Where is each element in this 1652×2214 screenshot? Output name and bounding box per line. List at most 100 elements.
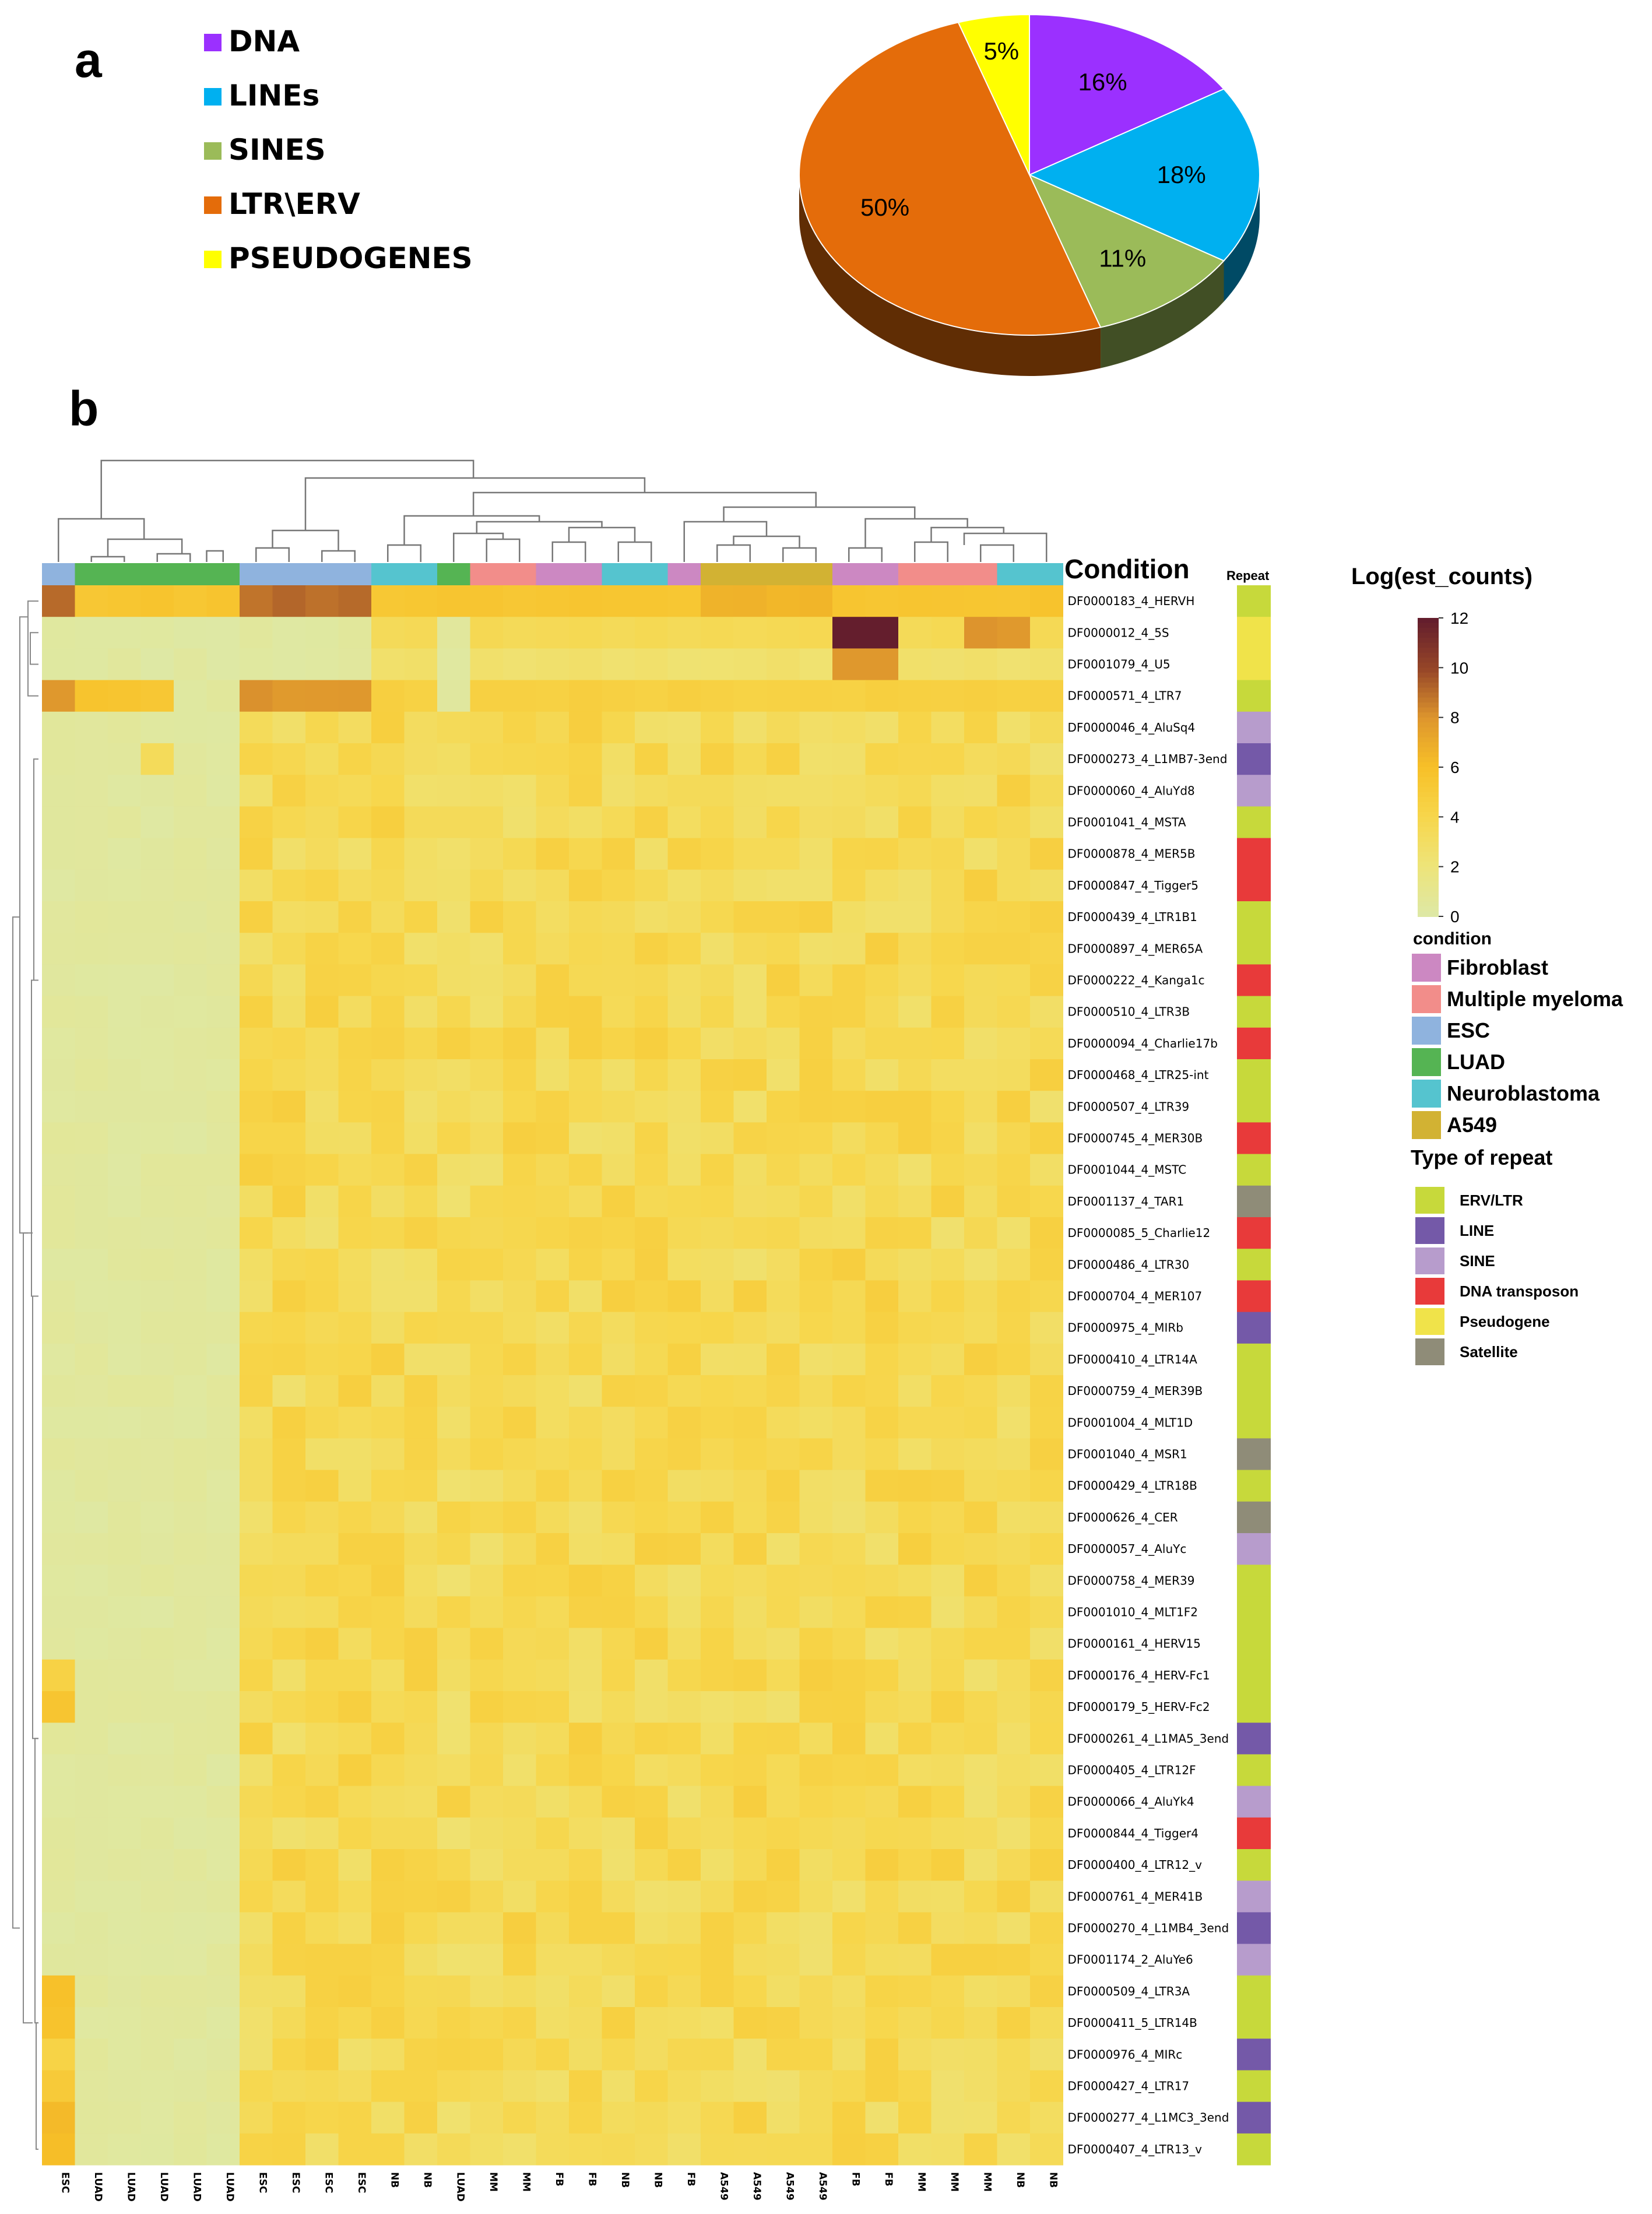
repeat-cell — [1237, 869, 1271, 902]
heatmap-cell — [1030, 1628, 1063, 1660]
repeat-cell — [1237, 1091, 1271, 1123]
heatmap-cell — [931, 996, 965, 1028]
heatmap-cell — [701, 648, 734, 681]
heatmap-cell — [108, 1723, 141, 1755]
heatmap-cell — [931, 806, 965, 839]
heatmap-cell — [371, 2133, 405, 2166]
heatmap-cell — [437, 2101, 470, 2134]
heatmap-cell — [667, 1122, 701, 1155]
heatmap-cell — [404, 1059, 438, 1091]
heatmap-cell — [964, 1659, 997, 1692]
heatmap-cell — [42, 1786, 75, 1818]
heatmap-cell — [470, 743, 504, 775]
heatmap-cell — [272, 1438, 306, 1471]
heatmap-cell — [997, 617, 1031, 649]
heatmap-cell — [931, 1027, 965, 1060]
heatmap-cell — [898, 1596, 932, 1629]
heatmap-cell — [503, 1691, 536, 1723]
heatmap-cell — [799, 1628, 833, 1660]
colorbar-tick-label: 4 — [1450, 808, 1460, 826]
heatmap-cell — [240, 1628, 273, 1660]
heatmap-cell — [898, 1533, 932, 1565]
condition-cell — [1030, 563, 1063, 585]
heatmap-cell — [272, 1944, 306, 1976]
heatmap-cell — [536, 1565, 570, 1597]
heatmap-cell — [272, 901, 306, 933]
heatmap-cell — [898, 1470, 932, 1502]
heatmap-cell — [42, 996, 75, 1028]
heatmap-cell — [767, 1533, 800, 1565]
heatmap-cell — [206, 1122, 240, 1155]
repeat-cell — [1237, 838, 1271, 870]
heatmap-cell — [272, 1122, 306, 1155]
heatmap-cell — [305, 585, 339, 617]
heatmap-cell — [240, 1565, 273, 1597]
heatmap-cell — [305, 1501, 339, 1534]
heatmap-cell — [865, 1154, 899, 1186]
heatmap-cell — [140, 1881, 174, 1913]
heatmap-cell — [997, 1596, 1031, 1629]
row-label: DF0000176_4_HERV-Fc1 — [1068, 1668, 1210, 1682]
heatmap-cell — [667, 1059, 701, 1091]
heatmap-cell — [767, 1122, 800, 1155]
colorbar-segment — [1418, 648, 1439, 653]
heatmap-cell — [536, 964, 570, 997]
heatmap-cell — [75, 680, 108, 712]
heatmap-cell — [437, 585, 470, 617]
repeat-swatch — [1415, 1308, 1444, 1335]
heatmap-cell — [371, 1628, 405, 1660]
heatmap-cell — [997, 1628, 1031, 1660]
heatmap-cell — [437, 1185, 470, 1218]
heatmap-cell — [898, 775, 932, 807]
row-label: DF0001004_4_MLT1D — [1068, 1415, 1193, 1429]
heatmap-cell — [898, 1185, 932, 1218]
column-label: A549 — [783, 2172, 795, 2201]
row-label: DF0000468_4_LTR25-int — [1068, 1068, 1209, 1082]
condition-cell — [42, 563, 75, 585]
heatmap-cell — [371, 1723, 405, 1755]
heatmap-cell — [832, 1280, 866, 1313]
heatmap-cell — [602, 585, 635, 617]
heatmap-cell — [832, 1849, 866, 1881]
heatmap-cell — [832, 869, 866, 902]
heatmap-cell — [305, 1659, 339, 1692]
heatmap-cell — [569, 1975, 602, 2008]
repeat-cell — [1237, 1027, 1271, 1060]
heatmap-cell — [140, 869, 174, 902]
heatmap-cell — [865, 1659, 899, 1692]
heatmap-cell — [404, 1628, 438, 1660]
colorbar-segment — [1418, 693, 1439, 698]
heatmap-cell — [767, 1154, 800, 1186]
heatmap-cell — [536, 806, 570, 839]
heatmap-cell — [536, 1501, 570, 1534]
heatmap-cell — [964, 1438, 997, 1471]
heatmap-cell — [272, 648, 306, 681]
condition-swatch — [1412, 1017, 1441, 1045]
heatmap-cell — [931, 1817, 965, 1850]
heatmap-cell — [865, 1375, 899, 1407]
heatmap-cell — [602, 1912, 635, 1945]
heatmap-cell — [174, 1691, 207, 1723]
heatmap-cell — [602, 1185, 635, 1218]
heatmap-cell — [964, 1027, 997, 1060]
row-dendrogram-branch — [30, 632, 38, 665]
colorbar-segment — [1418, 772, 1439, 778]
row-label: DF0000761_4_MER41B — [1068, 1889, 1203, 1903]
heatmap-cell — [108, 1849, 141, 1881]
condition-cell — [832, 563, 866, 585]
heatmap-cell — [733, 2101, 767, 2134]
heatmap-cell — [733, 1754, 767, 1787]
heatmap-cell — [470, 1438, 504, 1471]
heatmap-cell — [1030, 680, 1063, 712]
heatmap-cell — [371, 1881, 405, 1913]
heatmap-cell — [733, 2133, 767, 2166]
heatmap-cell — [42, 1754, 75, 1787]
heatmap-cell — [733, 1122, 767, 1155]
heatmap-cell — [701, 1975, 734, 2008]
heatmap-cell — [470, 1122, 504, 1155]
heatmap-cell — [108, 1944, 141, 1976]
heatmap-cell — [338, 711, 372, 744]
heatmap-cell — [733, 806, 767, 839]
heatmap-cell — [701, 1249, 734, 1281]
repeat-swatch — [1415, 1338, 1444, 1365]
